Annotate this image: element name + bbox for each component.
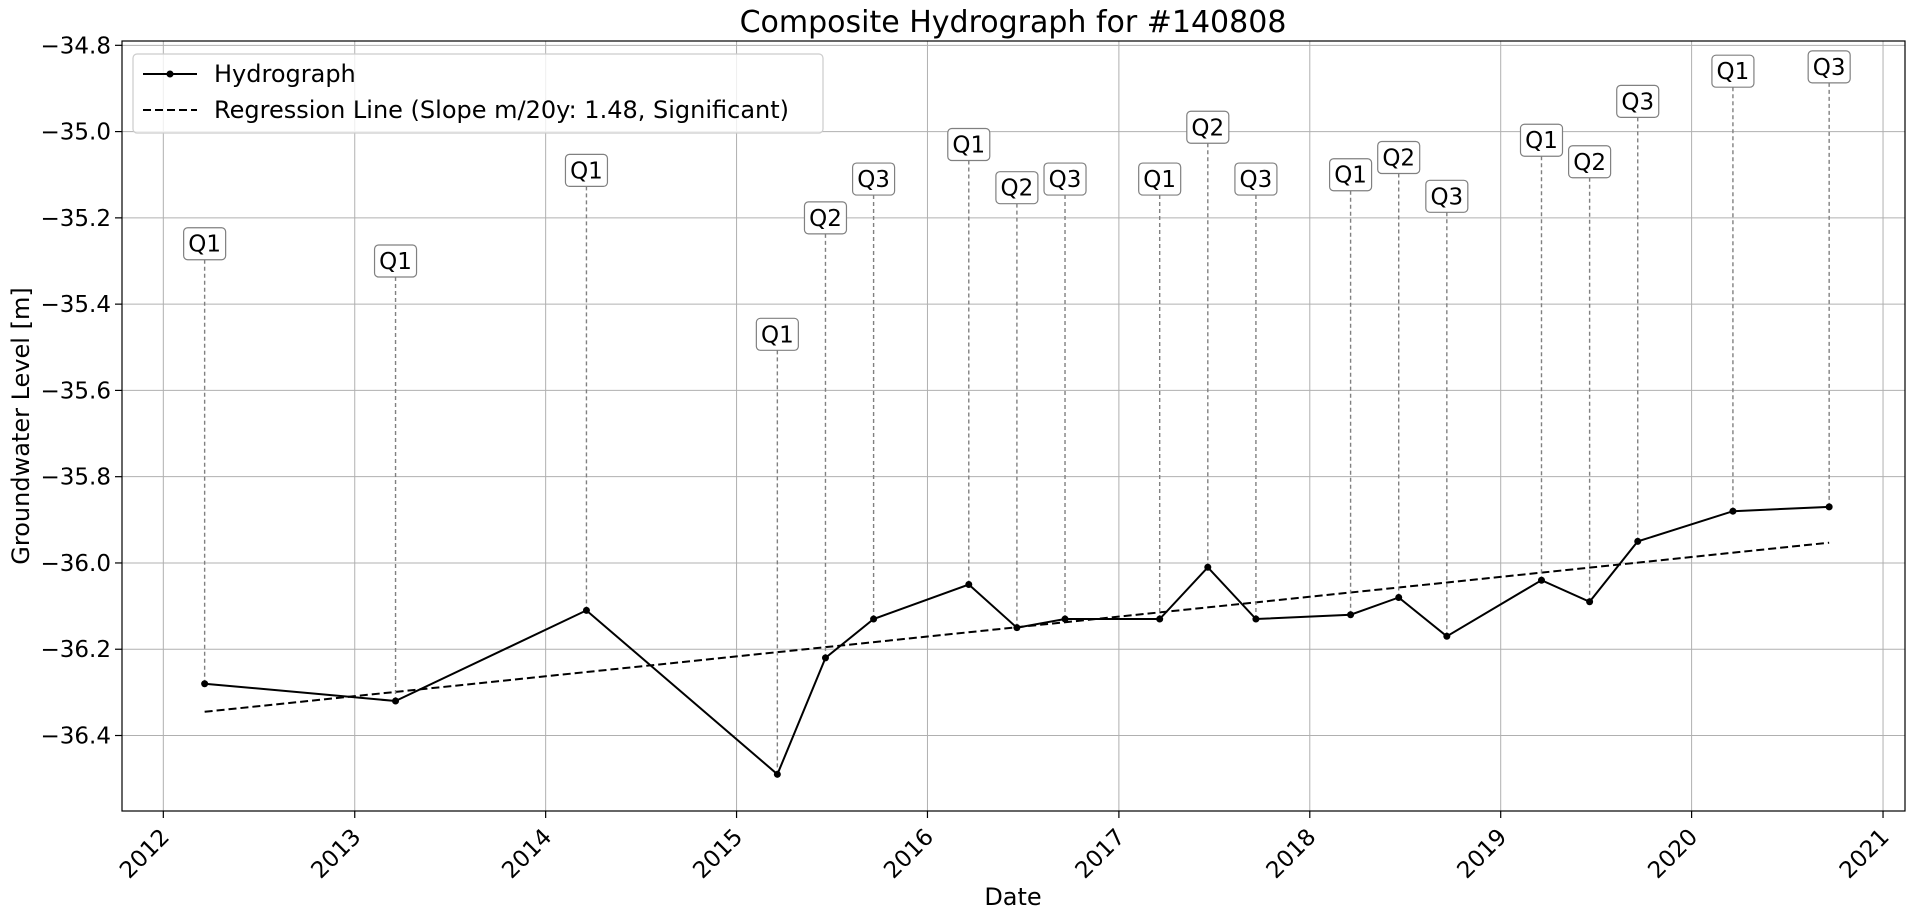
- hydrograph-point: [1729, 507, 1737, 515]
- hydrograph-point: [1013, 624, 1021, 632]
- legend-hydrograph-marker: [166, 70, 174, 78]
- quarter-label-box: [1138, 162, 1182, 196]
- quarter-label: Q1: [952, 133, 985, 159]
- quarter-label-box: [1234, 162, 1278, 196]
- y-tick-label: −35.6: [41, 378, 111, 404]
- y-tick-label: −36.0: [41, 551, 111, 577]
- hydrograph-point: [1395, 593, 1403, 601]
- legend-box: [132, 53, 824, 134]
- quarter-label: Q1: [1334, 163, 1367, 189]
- legend-hydrograph-label: Hydrograph: [214, 60, 356, 88]
- y-tick-label: −35.0: [41, 120, 111, 146]
- quarter-label: Q2: [809, 206, 842, 232]
- quarter-label: Q3: [1049, 167, 1082, 193]
- quarter-label-box: [1568, 145, 1612, 179]
- hydrograph-point: [870, 615, 878, 623]
- chart-title: Composite Hydrograph for #140808: [740, 5, 1287, 40]
- hydrograph-point: [1537, 576, 1545, 584]
- hydrograph-point: [773, 770, 781, 778]
- quarter-label-box: [1425, 179, 1469, 213]
- quarter-label-box: [755, 317, 799, 351]
- quarter-label-box: [803, 201, 848, 235]
- x-axis-title: Date: [984, 883, 1041, 911]
- series-layer: [201, 503, 1833, 778]
- hydrograph-point: [1443, 632, 1451, 640]
- quarter-label-box: [1186, 110, 1230, 144]
- hydrograph-point: [1156, 615, 1164, 623]
- quarter-label: Q1: [1525, 128, 1558, 154]
- quarter-label-box: [1043, 162, 1087, 196]
- quarter-label: Q3: [857, 167, 890, 193]
- quarter-label-box: [564, 153, 609, 188]
- quarter-label-box: [947, 127, 991, 162]
- quarter-label: Q3: [1240, 167, 1273, 193]
- hydrograph-point: [1586, 598, 1594, 606]
- hydrograph-point: [965, 581, 973, 589]
- quarter-label-box: [183, 227, 227, 261]
- quarter-label: Q3: [1430, 184, 1463, 210]
- y-tick-label: −35.8: [41, 465, 111, 491]
- quarter-label: Q2: [1191, 115, 1224, 141]
- y-tick-label: −36.4: [41, 724, 111, 750]
- quarter-label: Q3: [1621, 89, 1654, 115]
- hydrograph-point: [201, 680, 209, 688]
- quarter-label-box: [1377, 140, 1421, 175]
- quarter-label: Q1: [1143, 167, 1176, 193]
- quarter-label-box: [373, 244, 418, 278]
- quarter-label: Q1: [188, 232, 221, 258]
- quarter-label: Q1: [379, 249, 412, 275]
- annotation-layer: Q1 Q1 Q1 Q1 Q2 Q3 Q1 Q2 Q3 Q1 Q2 Q3 Q1 Q2 Q3 Q1 Q2 Q3 Q1 Q3: [183, 50, 1851, 775]
- quarter-label-box: [1616, 84, 1660, 118]
- y-tick-label: −36.2: [41, 637, 111, 663]
- y-tick-label: −34.8: [41, 33, 111, 59]
- quarter-label: Q3: [1813, 55, 1846, 81]
- hydrograph-point: [392, 697, 400, 705]
- quarter-label-box: [1807, 50, 1851, 84]
- y-tick-label: −35.4: [41, 292, 111, 318]
- legend-regression-label: Regression Line (Slope m/20y: 1.48, Sign…: [214, 96, 789, 124]
- hydrograph-point: [1825, 503, 1833, 511]
- hydrograph-point: [582, 606, 590, 614]
- quarter-label: Q1: [570, 158, 603, 184]
- hydrograph-point: [1204, 563, 1212, 571]
- y-tick-label: −35.2: [41, 206, 111, 232]
- quarter-label-box: [851, 162, 896, 196]
- quarter-label-box: [1711, 54, 1755, 88]
- y-axis-title: Groundwater Level [m]: [7, 287, 35, 564]
- hydrograph-point: [821, 654, 829, 662]
- hydrograph-point: [1252, 615, 1260, 623]
- quarter-label: Q1: [761, 322, 794, 348]
- quarter-label: Q2: [1382, 145, 1415, 171]
- hydrograph-point: [1061, 615, 1069, 623]
- quarter-label-box: [1328, 158, 1373, 192]
- quarter-label: Q2: [1001, 176, 1034, 202]
- hydrograph-point: [1347, 611, 1355, 619]
- legend: Hydrograph Regression Line (Slope m/20y:…: [132, 53, 824, 134]
- quarter-label-box: [995, 171, 1039, 205]
- hydrograph-line: [204, 505, 1830, 776]
- quarter-label: Q2: [1573, 150, 1606, 176]
- quarter-label-box: [1519, 123, 1564, 157]
- hydrograph-point: [1634, 537, 1642, 545]
- plot-frame: [121, 40, 1906, 812]
- grid-layer: [122, 41, 1905, 811]
- quarter-label: Q1: [1717, 59, 1750, 85]
